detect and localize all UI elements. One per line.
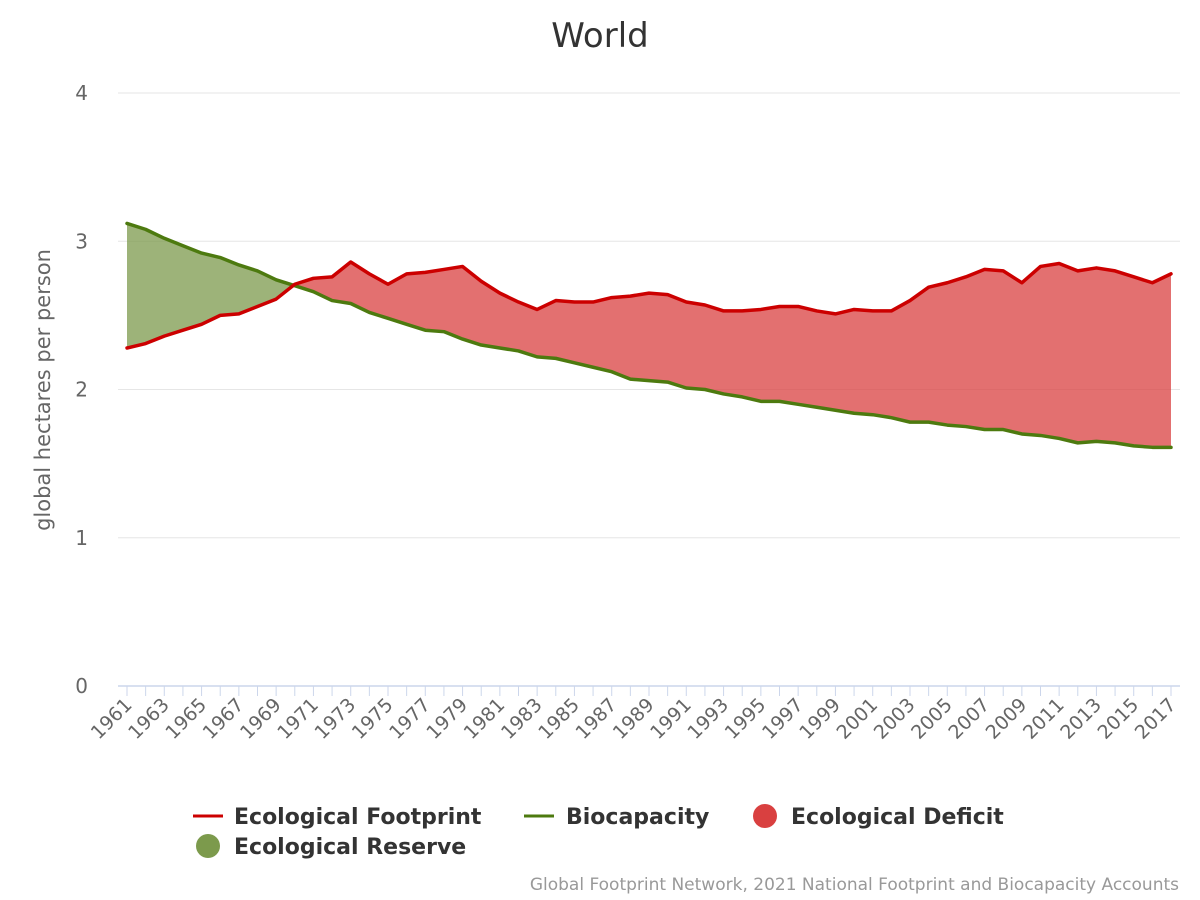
x-tick-label: 1973 [310,694,360,744]
x-tick-label: 1977 [385,694,435,744]
credits-text[interactable]: Global Footprint Network, 2021 National … [530,875,1179,895]
x-tick-label: 1993 [683,694,733,744]
legend-item-ecological-footprint[interactable]: Ecological Footprint [193,805,482,830]
x-tick-label: 2009 [982,694,1032,744]
y-tick-label: 1 [75,526,88,550]
y-tick-label: 3 [75,229,88,253]
legend: Ecological Footprint Biocapacity Ecologi… [193,804,1004,860]
x-tick-label: 2001 [832,694,882,744]
x-tick-label: 1989 [609,694,659,744]
x-tick-label: 1979 [422,694,472,744]
x-tick-label: 2015 [1093,694,1143,744]
legend-item-biocapacity[interactable]: Biocapacity [524,805,709,830]
x-tick-label: 1991 [646,694,696,744]
legend-item-ecological-reserve[interactable]: Ecological Reserve [196,834,466,860]
legend-label-ecological-footprint: Ecological Footprint [234,805,482,830]
x-tick-label: 1987 [571,694,621,744]
x-tick-label: 1997 [758,694,808,744]
x-tick-label: 1985 [534,694,584,744]
x-tick-label: 1963 [124,694,174,744]
legend-label-ecological-reserve: Ecological Reserve [234,835,466,860]
x-tick-label: 2011 [1019,694,1069,744]
x-tick-label: 2005 [907,694,957,744]
ecological-deficit-area[interactable] [293,262,1171,448]
x-tick-label: 1965 [161,694,211,744]
x-tick-label: 1999 [795,694,845,744]
x-tick-label: 1961 [87,694,137,744]
y-tick-label: 2 [75,378,88,402]
y-tick-label: 0 [75,674,88,698]
x-tick-label: 1983 [497,694,547,744]
x-tick-label: 1969 [236,694,286,744]
legend-symbol-ecological-reserve [196,834,220,858]
y-axis-label: global hectares per person [31,249,55,531]
line-layer [125,221,1173,450]
ecological-footprint-line[interactable] [125,260,1173,350]
legend-symbol-ecological-deficit [753,804,777,828]
legend-label-ecological-deficit: Ecological Deficit [791,805,1004,830]
biocapacity-line[interactable] [125,221,1173,450]
x-tick-label: 1971 [273,694,323,744]
legend-item-ecological-deficit[interactable]: Ecological Deficit [753,804,1004,830]
x-tick-label: 2007 [944,694,994,744]
x-tick-label: 1975 [348,694,398,744]
x-tick-label: 2013 [1056,694,1106,744]
chart-title: World [551,16,648,56]
fill-layer [127,223,1171,448]
x-tick-label: 2017 [1131,694,1181,744]
x-tick-label: 2003 [870,694,920,744]
x-tick-label: 1967 [199,694,249,744]
x-tick-label: 1995 [721,694,771,744]
y-tick-label: 4 [75,81,88,105]
legend-label-biocapacity: Biocapacity [566,805,709,830]
x-tick-label: 1981 [460,694,510,744]
ecological-reserve-area[interactable] [127,223,294,348]
